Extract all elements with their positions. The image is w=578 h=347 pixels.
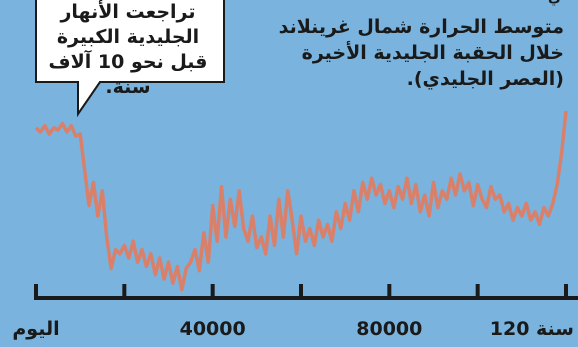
x-tick-label-40000: 40000 [179, 318, 246, 340]
x-tick-label-0: اليوم [12, 318, 60, 340]
x-tick-label-120000: 120 سنة [489, 318, 574, 340]
top-right-fragment: ﻱ [548, 0, 561, 6]
callout-bubble [35, 0, 225, 118]
series-line-0 [34, 110, 568, 292]
x-axis-ticks [34, 284, 568, 300]
x-tick-label-80000: 80000 [356, 318, 423, 340]
callout-text: تراجعت الأنهار الجليدية الكبيرة قبل نحو … [48, 1, 208, 98]
series-group [34, 110, 568, 292]
chart-caption: متوسط الحرارة شمال غرينلاند خلال الحقبة … [278, 16, 564, 90]
